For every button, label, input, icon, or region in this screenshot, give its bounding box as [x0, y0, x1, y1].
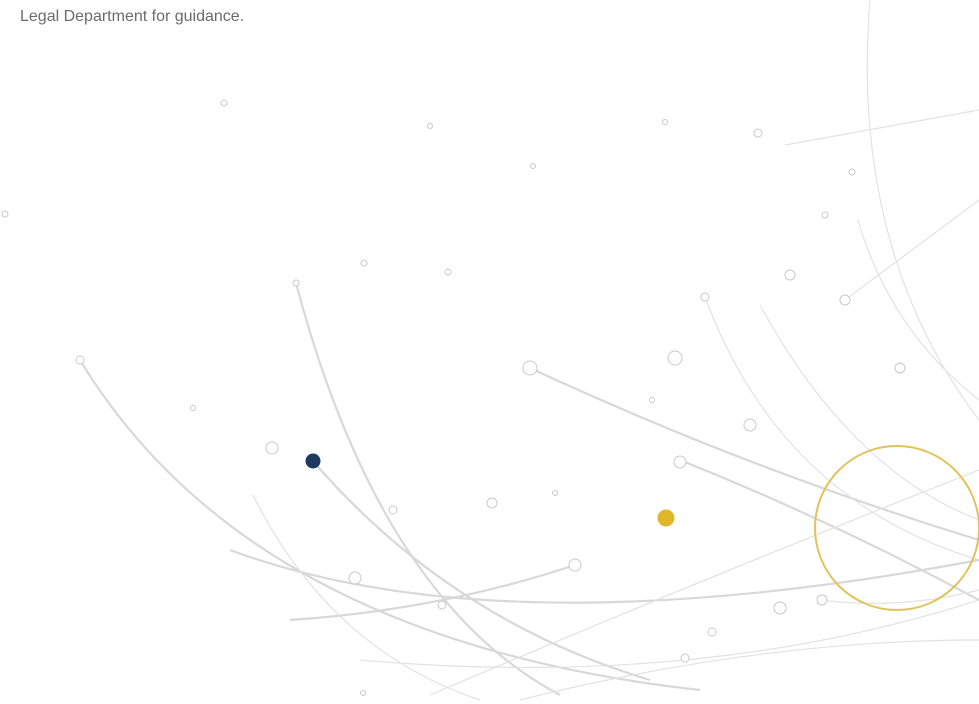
particle [817, 595, 827, 605]
curve [296, 283, 560, 695]
particle [191, 406, 196, 411]
curve [858, 220, 979, 400]
particle [389, 506, 397, 514]
particle [701, 293, 709, 301]
yellow-dot [658, 510, 675, 527]
particle [822, 212, 828, 218]
particle [361, 260, 367, 266]
particles [2, 100, 905, 696]
particle [266, 442, 278, 454]
particle [349, 572, 361, 584]
particle [785, 270, 795, 280]
body-text: Legal Department for guidance. [20, 8, 244, 26]
particle [674, 456, 686, 468]
page: Page {"page": {"text": "Legal Department… [0, 0, 979, 704]
particle [569, 559, 581, 571]
curve [785, 110, 979, 145]
curve [530, 368, 979, 540]
particle [445, 269, 451, 275]
particle [2, 211, 8, 217]
particle [668, 351, 682, 365]
particle [895, 363, 905, 373]
gold-ring [815, 446, 979, 610]
decorative-graphic [0, 0, 979, 704]
particle [663, 120, 668, 125]
particle [744, 419, 756, 431]
curve [845, 200, 979, 300]
particle [523, 361, 537, 375]
particle [361, 691, 366, 696]
particle [438, 601, 446, 609]
particle [221, 100, 227, 106]
particle [681, 654, 689, 662]
particle [849, 169, 855, 175]
particle [487, 498, 497, 508]
particle [76, 356, 84, 364]
curve [760, 305, 979, 520]
curve [430, 470, 979, 695]
particle [774, 602, 786, 614]
particle [840, 295, 850, 305]
curve [867, 0, 979, 420]
particle [293, 280, 299, 286]
curve [520, 640, 979, 700]
blue-dot [306, 454, 321, 469]
particle [708, 628, 716, 636]
particle [428, 124, 433, 129]
particle [553, 491, 558, 496]
particle [531, 164, 536, 169]
curves [80, 0, 979, 700]
particle [754, 129, 762, 137]
page-body: Legal Department for guidance. (() => { … [0, 0, 979, 704]
curve [80, 360, 700, 690]
particle [650, 398, 655, 403]
curve [820, 590, 979, 603]
